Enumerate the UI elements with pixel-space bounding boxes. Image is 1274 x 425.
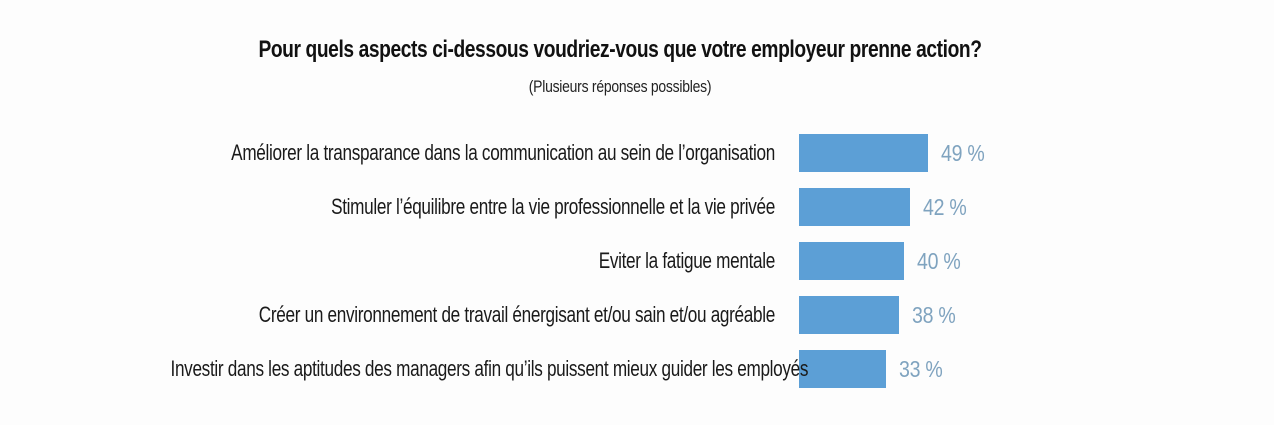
value-label: 42 % <box>922 194 967 220</box>
bar-row: Eviter la fatigue mentale 40 % <box>0 242 992 280</box>
category-label: Créer un environnement de travail énergi… <box>258 302 776 327</box>
bar-area: 33 % <box>799 350 950 388</box>
bar <box>799 296 899 334</box>
chart-header: Pour quels aspects ci-dessous voudriez-v… <box>0 36 1240 97</box>
value-label: 33 % <box>898 356 943 382</box>
bar-row: Améliorer la transparance dans la commun… <box>0 134 992 172</box>
bar-area: 38 % <box>799 296 963 334</box>
category-label: Eviter la fatigue mentale <box>598 248 776 273</box>
bar <box>799 134 928 172</box>
bar <box>799 350 886 388</box>
value-label: 38 % <box>911 302 956 328</box>
chart-subtitle: (Plusieurs réponses possibles) <box>528 77 712 96</box>
category-label: Investir dans les aptitudes des managers… <box>170 356 809 381</box>
bar-row: Investir dans les aptitudes des managers… <box>0 350 992 388</box>
value-label: 49 % <box>940 140 985 166</box>
bar <box>799 188 910 226</box>
bar-row: Stimuler l’équilibre entre la vie profes… <box>0 188 992 226</box>
chart-title: Pour quels aspects ci-dessous voudriez-v… <box>258 36 982 63</box>
category-label: Stimuler l’équilibre entre la vie profes… <box>331 194 775 219</box>
bar-chart-rows: Améliorer la transparance dans la commun… <box>0 134 992 388</box>
bar-area: 40 % <box>799 242 968 280</box>
bar <box>799 242 905 280</box>
category-label: Améliorer la transparance dans la commun… <box>231 140 775 165</box>
value-label: 40 % <box>917 248 961 274</box>
bar-area: 49 % <box>799 134 992 172</box>
bar-area: 42 % <box>799 188 974 226</box>
bar-row: Créer un environnement de travail énergi… <box>0 296 992 334</box>
